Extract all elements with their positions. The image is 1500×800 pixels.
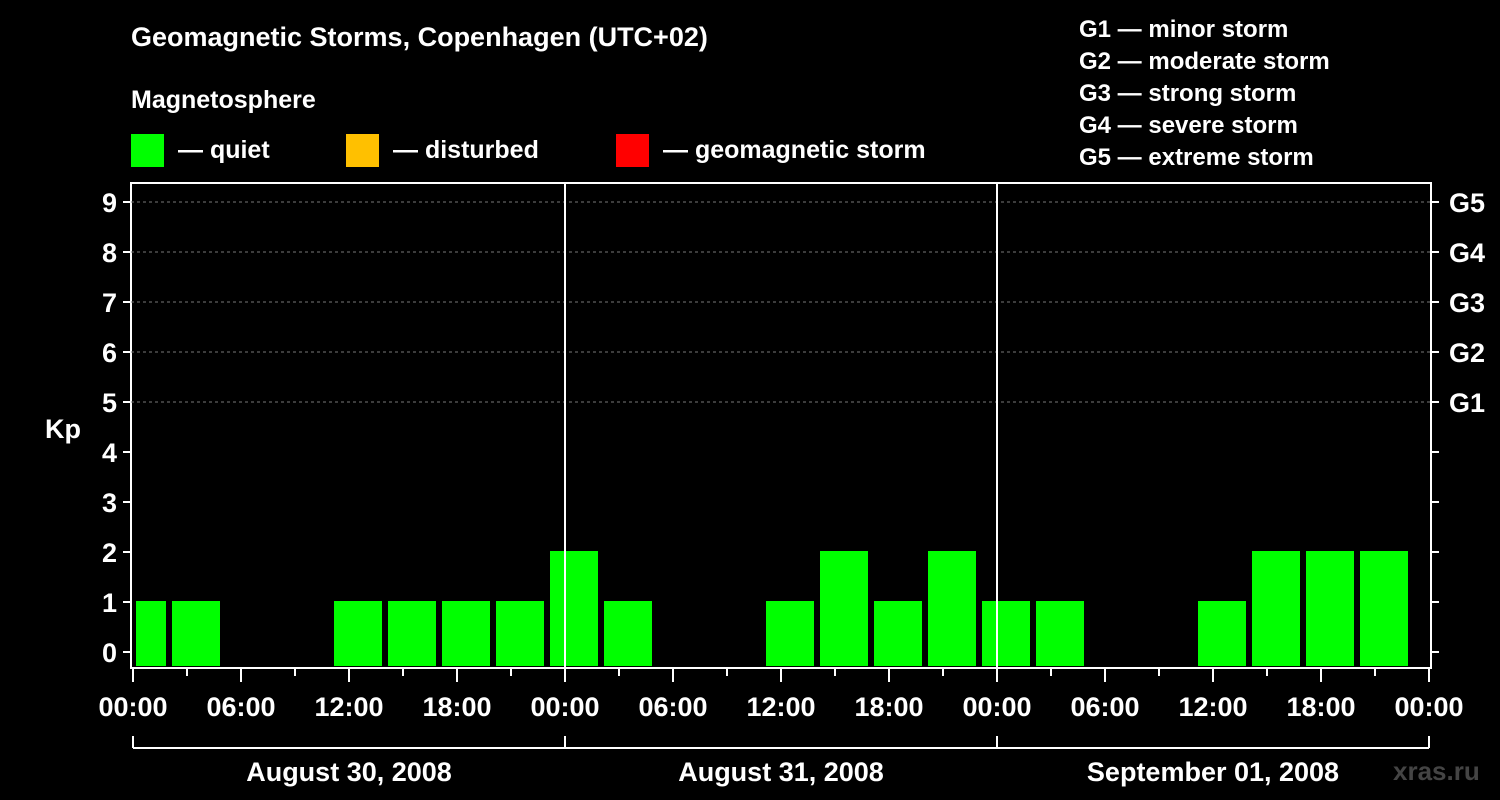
kp-bar — [388, 601, 436, 666]
right-axis-label: G3 — [1449, 288, 1485, 318]
storm-scale-g2: G2 — moderate storm — [1079, 48, 1330, 75]
kp-bar — [982, 601, 1030, 666]
storm-scale-g3: G3 — strong storm — [1079, 80, 1297, 107]
right-axis-label: G1 — [1449, 388, 1485, 418]
kp-bar — [604, 601, 652, 666]
kp-bar — [1360, 551, 1408, 666]
plot-frame — [130, 182, 1432, 669]
legend-swatch-quiet — [131, 133, 164, 167]
y-tick-label: 3 — [102, 488, 117, 518]
kp-bar — [1252, 551, 1300, 666]
y-tick-label: 5 — [102, 388, 117, 418]
legend-quiet: — quiet — [131, 133, 270, 167]
x-tick-label: 18:00 — [854, 692, 923, 722]
day-label: August 30, 2008 — [246, 757, 452, 787]
kp-bar — [928, 551, 976, 666]
y-tick-label: 2 — [102, 538, 117, 568]
kp-bar — [496, 601, 544, 666]
kp-bar — [1306, 551, 1354, 666]
y-tick-label: 4 — [102, 438, 117, 468]
legend-swatch-disturbed — [346, 133, 379, 167]
right-axis-label: G2 — [1449, 338, 1485, 368]
x-tick-label: 00:00 — [1394, 692, 1463, 722]
kp-bar — [334, 601, 382, 666]
y-axis-label: Kp — [45, 414, 81, 444]
storm-scale-g1: G1 — minor storm — [1079, 16, 1289, 43]
kp-bar — [874, 601, 922, 666]
y-tick-label: 6 — [102, 338, 117, 368]
legend-storm: — geomagnetic storm — [616, 133, 926, 167]
legend-disturbed: — disturbed — [346, 133, 539, 167]
x-tick-label: 12:00 — [314, 692, 383, 722]
x-tick-label: 06:00 — [206, 692, 275, 722]
kp-bar — [820, 551, 868, 666]
x-tick-label: 00:00 — [962, 692, 1031, 722]
kp-bar — [172, 601, 220, 666]
kp-bar — [766, 601, 814, 666]
kp-bar — [442, 601, 490, 666]
y-tick-label: 8 — [102, 238, 117, 268]
kp-bar — [1036, 601, 1084, 666]
legend-label-disturbed: — disturbed — [393, 135, 539, 164]
day-label: September 01, 2008 — [1087, 757, 1339, 787]
y-tick-label: 7 — [102, 288, 117, 318]
legend-label-quiet: — quiet — [178, 135, 270, 164]
kp-bar — [136, 601, 166, 666]
storm-scale-g5: G5 — extreme storm — [1079, 144, 1314, 171]
right-axis-label: G4 — [1449, 238, 1485, 268]
y-tick-label: 0 — [102, 638, 117, 668]
x-tick-label: 12:00 — [1178, 692, 1247, 722]
x-tick-label: 00:00 — [530, 692, 599, 722]
x-tick-label: 18:00 — [1286, 692, 1355, 722]
legend-swatch-storm — [616, 133, 649, 167]
storm-scale-legend: G1 — minor storm G2 — moderate storm G3 … — [1079, 14, 1330, 174]
watermark: xras.ru — [1393, 756, 1480, 786]
x-tick-label: 06:00 — [638, 692, 707, 722]
storm-scale-g4: G4 — severe storm — [1079, 112, 1298, 139]
x-tick-label: 12:00 — [746, 692, 815, 722]
day-label: August 31, 2008 — [678, 757, 884, 787]
x-tick-label: 00:00 — [98, 692, 167, 722]
legend-label-storm: — geomagnetic storm — [663, 135, 926, 164]
chart-title: Geomagnetic Storms, Copenhagen (UTC+02) — [131, 22, 708, 52]
kp-bar — [550, 551, 598, 666]
y-tick-label: 1 — [102, 588, 117, 618]
right-axis-label: G5 — [1449, 188, 1485, 218]
y-tick-label: 9 — [102, 188, 117, 218]
kp-bar — [1198, 601, 1246, 666]
x-tick-label: 06:00 — [1070, 692, 1139, 722]
x-tick-label: 18:00 — [422, 692, 491, 722]
magnetosphere-label: Magnetosphere — [131, 86, 316, 114]
